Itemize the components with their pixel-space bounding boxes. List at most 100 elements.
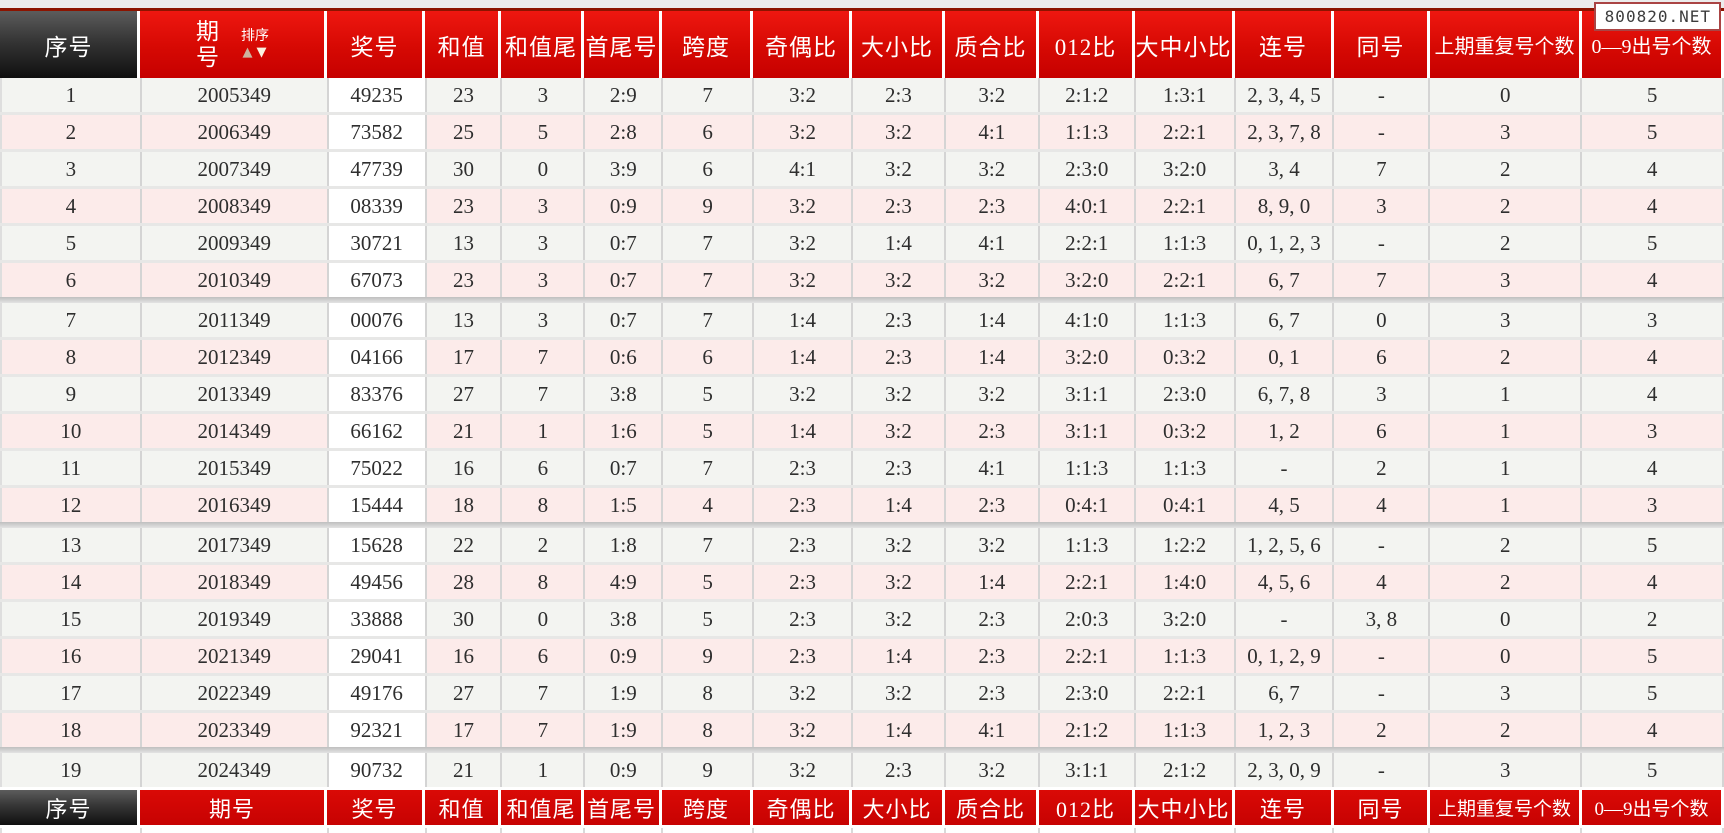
cell-bi012: 2:2:1	[1039, 639, 1136, 673]
header-qihao: 期号排序 ▲ ▼	[140, 11, 327, 78]
table-header-row: 序号期号排序 ▲ ▼ 奖号 和值 和值尾 首尾号 跨度 奇偶比 大小比 质合比 012比 大中小比 连号同…	[0, 8, 1724, 78]
row-gap	[0, 223, 1724, 226]
partial-cell	[945, 828, 1040, 833]
cell-jianghao: 75022	[328, 451, 427, 485]
cell-xuhao: 9	[2, 377, 142, 411]
cell-tonghao: -	[1334, 528, 1431, 562]
partial-next-row	[0, 828, 1724, 833]
cell-kuadu: 6	[663, 340, 755, 374]
cell-tonghao: 4	[1334, 488, 1431, 522]
cell-jioubi: 1:4	[754, 303, 854, 337]
cell-tonghao: 3	[1334, 377, 1431, 411]
table-row: 8 2012349 04166 17 7 0:6 6 1:4 2:3 1:4 3:2:0 0:3:2 0…	[0, 340, 1724, 374]
cell-hezhiwei: 8	[502, 565, 586, 599]
cell-jianghao: 15628	[328, 528, 427, 562]
cell-dazhongxiaobi: 0:3:2	[1135, 340, 1236, 374]
header-zhihebi: 质合比	[945, 11, 1039, 78]
partial-cell	[1582, 828, 1724, 833]
cell-hezhi: 21	[426, 414, 503, 448]
cell-lianhao: 6, 7	[1235, 263, 1335, 297]
cell-dazhongxiaobi: 1:1:3	[1135, 713, 1236, 747]
cell-qihao: 2005349	[141, 78, 329, 112]
cell-tonghao: -	[1334, 676, 1431, 710]
cell-bi012: 3:2:0	[1039, 263, 1136, 297]
cell-kuadu: 9	[663, 753, 755, 787]
row-gap	[0, 411, 1724, 414]
sort-asc-icon[interactable]: ▲	[242, 45, 254, 60]
cell-lianhao: 0, 1, 2, 9	[1235, 639, 1335, 673]
cell-hezhiwei: 5	[502, 115, 586, 149]
cell-chuhao09: 4	[1582, 340, 1724, 374]
cell-chuhao09: 5	[1582, 639, 1724, 673]
footer-jioubi: 奇偶比	[753, 790, 852, 825]
cell-chuhao09: 5	[1582, 528, 1724, 562]
cell-kuadu: 9	[663, 639, 755, 673]
cell-shouweihao: 0:9	[585, 639, 664, 673]
cell-kuadu: 5	[663, 565, 755, 599]
cell-dazhongxiaobi: 1:1:3	[1135, 303, 1236, 337]
sort-control[interactable]: 排序 ▲ ▼	[241, 30, 269, 60]
cell-jioubi: 2:3	[754, 528, 854, 562]
cell-daxiaobi: 2:3	[853, 753, 946, 787]
cell-shangqichongfu: 2	[1430, 713, 1583, 747]
cell-jianghao: 49176	[328, 676, 427, 710]
row-gap	[0, 260, 1724, 263]
cell-hezhiwei: 0	[502, 152, 586, 186]
table-row: 4 2008349 08339 23 3 0:9 9 3:2 2:3 2:3 4:0:1 2:2:1 8…	[0, 189, 1724, 223]
cell-lianhao: 1, 2, 5, 6	[1235, 528, 1335, 562]
sort-desc-icon[interactable]: ▼	[256, 45, 268, 60]
cell-jioubi: 3:2	[754, 226, 854, 260]
cell-jianghao: 67073	[328, 263, 427, 297]
row-gap	[0, 787, 1724, 790]
cell-daxiaobi: 3:2	[853, 152, 946, 186]
cell-qihao: 2007349	[141, 152, 329, 186]
watermark-text: 800820.NET	[1604, 7, 1711, 26]
cell-bi012: 4:0:1	[1039, 189, 1136, 223]
cell-chuhao09: 4	[1582, 713, 1724, 747]
cell-hezhiwei: 7	[502, 377, 586, 411]
group-separator	[0, 522, 1724, 528]
row-gap	[0, 186, 1724, 189]
cell-tonghao: 2	[1334, 451, 1431, 485]
partial-cell	[2, 828, 142, 833]
row-gap	[0, 337, 1724, 340]
cell-daxiaobi: 3:2	[853, 377, 946, 411]
cell-lianhao: 4, 5	[1235, 488, 1335, 522]
cell-hezhiwei: 0	[502, 602, 586, 636]
cell-shangqichongfu: 2	[1430, 565, 1583, 599]
cell-shangqichongfu: 1	[1430, 488, 1583, 522]
cell-dazhongxiaobi: 2:3:0	[1135, 377, 1236, 411]
cell-lianhao: 3, 4	[1235, 152, 1335, 186]
cell-dazhongxiaobi: 1:1:3	[1135, 639, 1236, 673]
cell-shouweihao: 0:7	[585, 451, 664, 485]
watermark: 800820.NET	[1593, 2, 1721, 31]
cell-bi012: 3:1:1	[1039, 753, 1136, 787]
footer-hezhi: 和值	[425, 790, 501, 825]
cell-xuhao: 15	[2, 602, 142, 636]
cell-hezhiwei: 7	[502, 713, 586, 747]
cell-daxiaobi: 2:3	[853, 303, 946, 337]
cell-hezhi: 16	[426, 639, 503, 673]
cell-lianhao: 6, 7	[1235, 303, 1335, 337]
cell-dazhongxiaobi: 0:3:2	[1135, 414, 1236, 448]
table-row: 10 2014349 66162 21 1 1:6 5 1:4 3:2 2:3 3:1:1 0:3:2…	[0, 414, 1724, 448]
cell-jianghao: 08339	[328, 189, 427, 223]
cell-shouweihao: 3:8	[585, 602, 664, 636]
cell-tonghao: 3	[1334, 189, 1431, 223]
cell-dazhongxiaobi: 0:4:1	[1135, 488, 1236, 522]
cell-lianhao: 2, 3, 0, 9	[1235, 753, 1335, 787]
cell-jianghao: 33888	[328, 602, 427, 636]
cell-bi012: 3:1:1	[1039, 414, 1136, 448]
cell-bi012: 2:1:2	[1039, 78, 1136, 112]
cell-shouweihao: 0:9	[585, 753, 664, 787]
cell-shouweihao: 3:9	[585, 152, 664, 186]
cell-xuhao: 18	[2, 713, 142, 747]
cell-hezhi: 22	[426, 528, 503, 562]
table-body: 1 2005349 49235 23 3 2:9 7 3:2 2:3 3:2 2:1:2 1:3:1 2…	[0, 78, 1724, 790]
cell-chuhao09: 5	[1582, 753, 1724, 787]
cell-hezhiwei: 3	[502, 303, 586, 337]
cell-hezhiwei: 1	[502, 753, 586, 787]
cell-bi012: 3:2:0	[1039, 340, 1136, 374]
cell-shangqichongfu: 2	[1430, 226, 1583, 260]
header-hezhiwei: 和值尾	[501, 11, 584, 78]
